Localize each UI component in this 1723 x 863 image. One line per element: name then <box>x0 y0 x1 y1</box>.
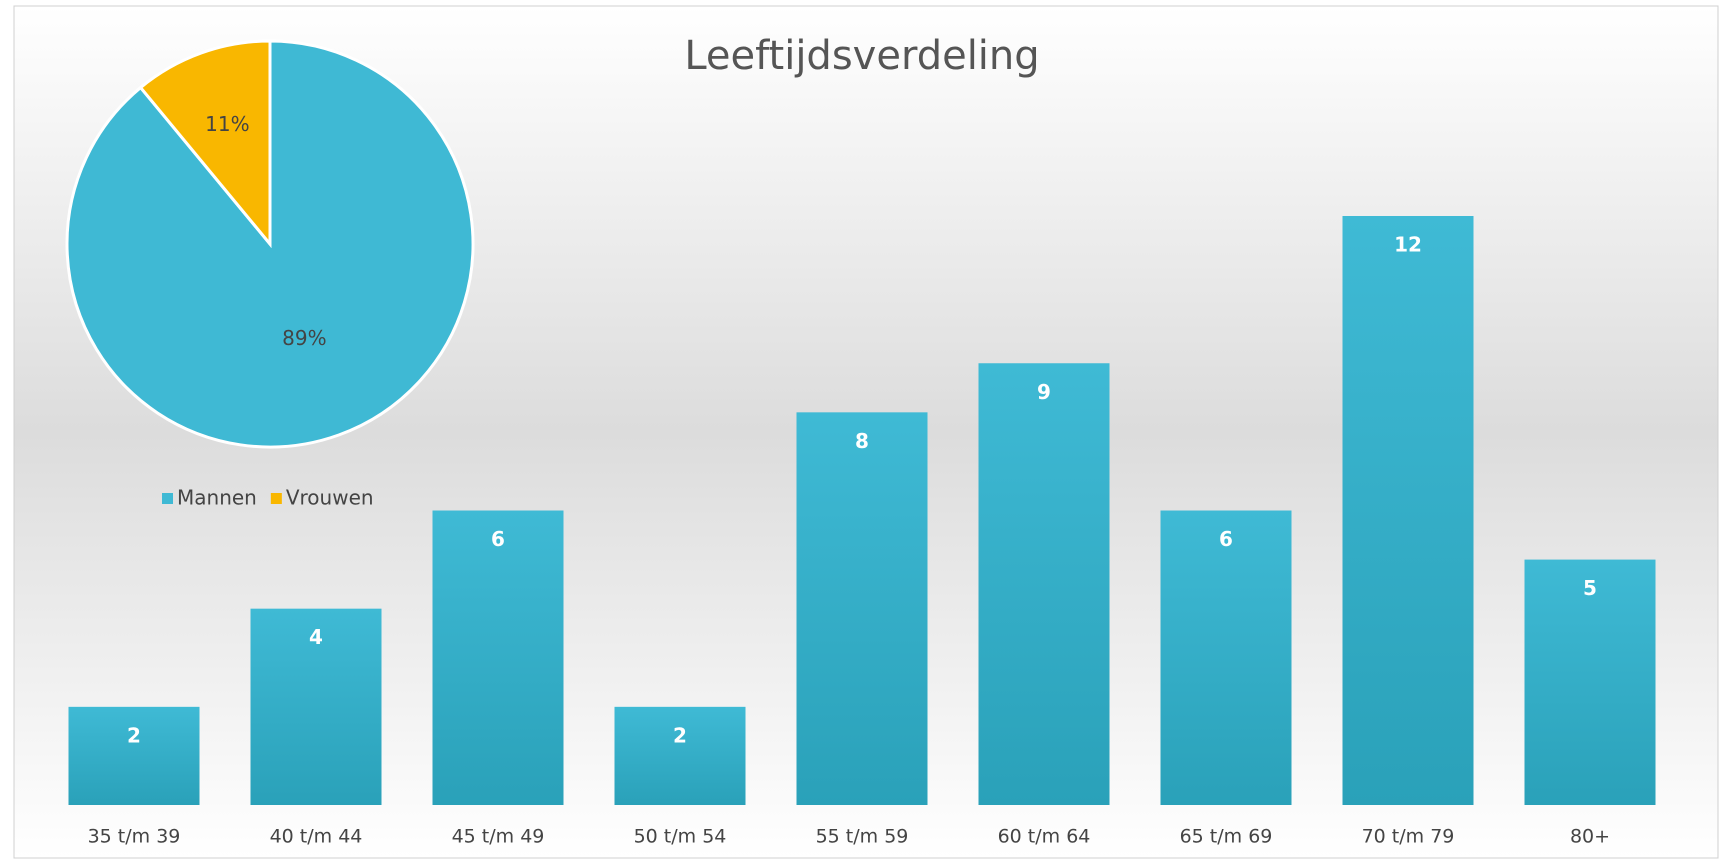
x-tick-label: 50 t/m 54 <box>634 826 727 848</box>
x-tick-label: 60 t/m 64 <box>998 826 1091 848</box>
legend-label: Vrouwen <box>286 486 374 510</box>
data-label: 2 <box>673 723 687 747</box>
data-label: 8 <box>855 429 869 453</box>
data-label: 11% <box>205 112 249 136</box>
data-label: 9 <box>1037 380 1051 404</box>
bar <box>432 510 564 805</box>
bar <box>796 412 928 805</box>
bar <box>1342 216 1474 805</box>
bar <box>250 608 382 805</box>
x-tick-label: 35 t/m 39 <box>88 826 181 848</box>
legend-swatch <box>270 493 282 504</box>
pie-slice <box>138 39 272 249</box>
x-tick-label: 65 t/m 69 <box>1180 826 1273 848</box>
bar <box>978 363 1110 805</box>
x-tick-label: 80+ <box>1570 826 1610 848</box>
data-label: 6 <box>1219 527 1233 551</box>
data-label: 89% <box>282 326 326 350</box>
bar <box>1524 559 1656 805</box>
bar <box>68 706 200 805</box>
data-label: 12 <box>1394 233 1422 257</box>
bar <box>1160 510 1292 805</box>
data-label: 4 <box>309 625 323 649</box>
bar <box>614 706 746 805</box>
x-tick-label: 55 t/m 59 <box>816 826 909 848</box>
legend-label: Mannen <box>177 486 257 510</box>
legend-swatch <box>162 493 173 504</box>
x-tick-label: 45 t/m 49 <box>452 826 545 848</box>
data-label: 5 <box>1583 576 1597 600</box>
data-label: 2 <box>127 723 141 747</box>
x-tick-label: 70 t/m 79 <box>1362 826 1455 848</box>
chart-title: Leeftijdsverdeling <box>684 33 1039 79</box>
x-tick-label: 40 t/m 44 <box>270 826 363 848</box>
data-label: 6 <box>491 527 505 551</box>
